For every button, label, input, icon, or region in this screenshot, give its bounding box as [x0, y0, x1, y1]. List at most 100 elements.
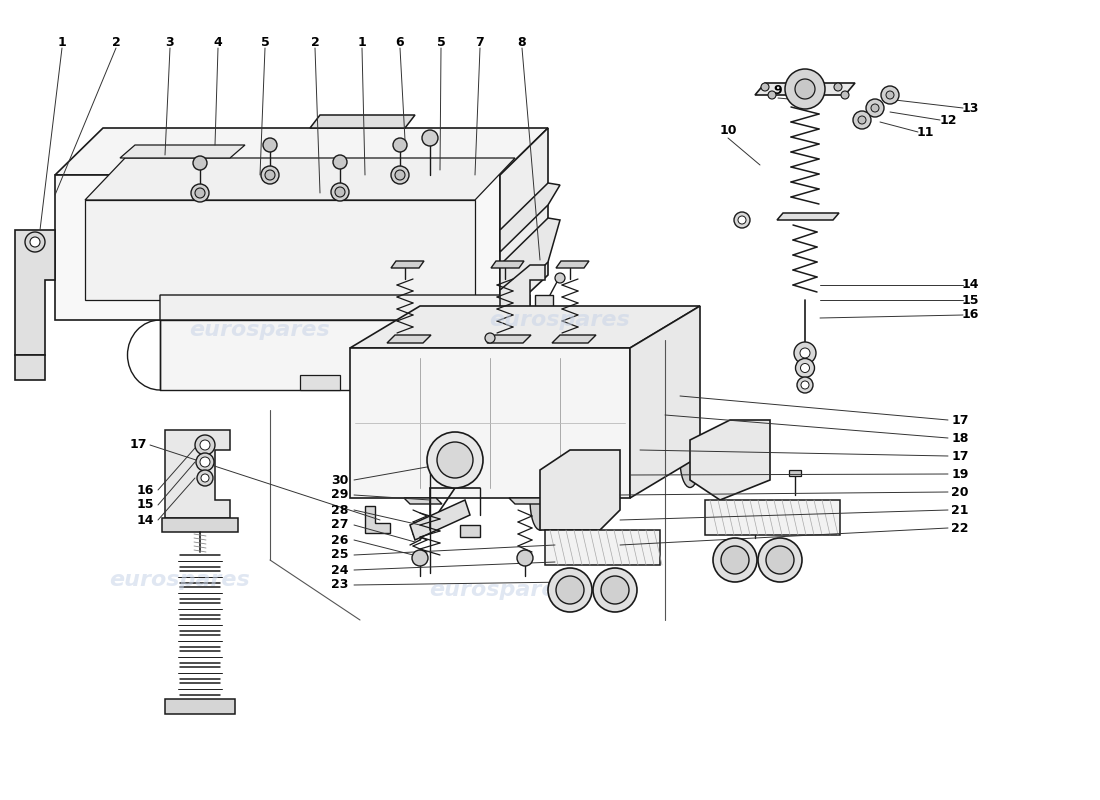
Circle shape: [795, 358, 814, 378]
Text: 8: 8: [518, 35, 526, 49]
Text: 17: 17: [130, 438, 146, 451]
Circle shape: [336, 187, 345, 197]
Text: 15: 15: [136, 498, 154, 511]
Circle shape: [331, 183, 349, 201]
Polygon shape: [500, 128, 548, 320]
Polygon shape: [165, 699, 235, 714]
Text: 19: 19: [952, 467, 969, 481]
Circle shape: [395, 170, 405, 180]
Text: 23: 23: [331, 578, 349, 591]
Circle shape: [866, 99, 884, 117]
Bar: [460, 525, 480, 537]
Circle shape: [795, 79, 815, 99]
Polygon shape: [15, 230, 55, 355]
Circle shape: [556, 273, 565, 283]
Text: 24: 24: [331, 563, 349, 577]
Circle shape: [485, 333, 495, 343]
Polygon shape: [410, 500, 470, 540]
Circle shape: [191, 184, 209, 202]
Circle shape: [886, 91, 894, 99]
Polygon shape: [705, 500, 840, 535]
Circle shape: [517, 550, 534, 566]
Text: 17: 17: [952, 414, 969, 426]
Text: 17: 17: [952, 450, 969, 462]
Circle shape: [390, 166, 409, 184]
Polygon shape: [55, 128, 548, 175]
Polygon shape: [500, 295, 530, 390]
Circle shape: [412, 550, 428, 566]
Text: eurospares: eurospares: [430, 580, 571, 600]
Polygon shape: [387, 335, 431, 343]
Circle shape: [601, 576, 629, 604]
Text: 22: 22: [952, 522, 969, 534]
Bar: [789, 470, 801, 476]
Circle shape: [801, 363, 810, 373]
Text: 16: 16: [961, 309, 979, 322]
Circle shape: [548, 568, 592, 612]
Text: 2: 2: [310, 35, 319, 49]
Polygon shape: [165, 430, 230, 518]
Circle shape: [785, 69, 825, 109]
Text: 18: 18: [952, 431, 969, 445]
Text: 5: 5: [261, 35, 270, 49]
Circle shape: [738, 216, 746, 224]
Circle shape: [437, 442, 473, 478]
Circle shape: [333, 155, 346, 169]
Polygon shape: [350, 348, 630, 498]
Text: 7: 7: [475, 35, 484, 49]
Circle shape: [720, 546, 749, 574]
Circle shape: [261, 166, 279, 184]
Circle shape: [556, 576, 584, 604]
Bar: [300, 375, 340, 390]
Circle shape: [593, 568, 637, 612]
Circle shape: [713, 538, 757, 582]
Polygon shape: [552, 335, 596, 343]
Text: 1: 1: [57, 35, 66, 49]
Circle shape: [422, 130, 438, 146]
Circle shape: [798, 377, 813, 393]
Polygon shape: [500, 183, 560, 252]
Polygon shape: [85, 158, 515, 200]
Polygon shape: [500, 265, 544, 410]
Polygon shape: [777, 213, 839, 220]
Circle shape: [30, 237, 40, 247]
Text: 20: 20: [952, 486, 969, 498]
Text: 29: 29: [331, 489, 349, 502]
Circle shape: [263, 138, 277, 152]
Text: 16: 16: [136, 483, 154, 497]
Text: 2: 2: [111, 35, 120, 49]
Polygon shape: [491, 261, 524, 268]
Circle shape: [196, 453, 214, 471]
Circle shape: [834, 83, 842, 91]
Polygon shape: [310, 115, 415, 128]
Text: 28: 28: [331, 503, 349, 517]
Text: 3: 3: [166, 35, 174, 49]
Circle shape: [734, 212, 750, 228]
Polygon shape: [15, 355, 45, 380]
Text: 14: 14: [961, 278, 979, 291]
Text: 25: 25: [331, 549, 349, 562]
Circle shape: [858, 116, 866, 124]
Ellipse shape: [680, 433, 700, 487]
Text: 15: 15: [961, 294, 979, 306]
Polygon shape: [509, 498, 547, 504]
Text: eurospares: eurospares: [110, 570, 251, 590]
Polygon shape: [540, 450, 620, 530]
Circle shape: [881, 86, 899, 104]
Circle shape: [766, 546, 794, 574]
Text: eurospares: eurospares: [189, 320, 330, 340]
Text: 5: 5: [437, 35, 446, 49]
Ellipse shape: [530, 470, 550, 530]
Text: 21: 21: [952, 503, 969, 517]
Text: 14: 14: [136, 514, 154, 526]
Polygon shape: [487, 335, 531, 343]
Circle shape: [393, 138, 407, 152]
Text: 12: 12: [939, 114, 957, 126]
Circle shape: [200, 440, 210, 450]
Circle shape: [842, 91, 849, 99]
Polygon shape: [404, 498, 442, 504]
Bar: [535, 295, 553, 335]
Polygon shape: [755, 83, 855, 95]
Circle shape: [427, 432, 483, 488]
Polygon shape: [500, 218, 560, 310]
